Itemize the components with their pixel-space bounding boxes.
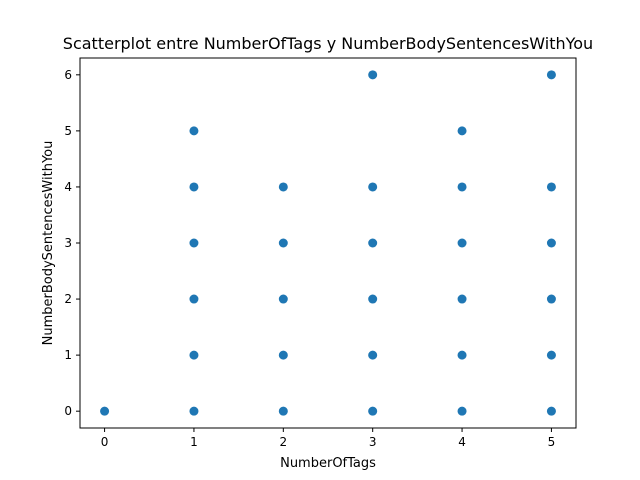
data-point bbox=[457, 126, 467, 136]
x-ticks: 0 1 2 3 4 5 bbox=[101, 428, 555, 449]
y-tick-label: 0 bbox=[64, 404, 72, 418]
y-tick-label: 4 bbox=[64, 180, 72, 194]
y-tick-label: 1 bbox=[64, 348, 72, 362]
data-point bbox=[457, 182, 467, 192]
data-point bbox=[457, 294, 467, 304]
data-point bbox=[189, 350, 199, 360]
chart-title: Scatterplot entre NumberOfTags y NumberB… bbox=[63, 34, 593, 53]
data-point bbox=[546, 350, 556, 360]
x-axis-label: NumberOfTags bbox=[280, 456, 376, 471]
data-point bbox=[278, 182, 288, 192]
data-point bbox=[546, 238, 556, 248]
x-tick-label: 0 bbox=[101, 435, 109, 449]
data-point bbox=[546, 182, 556, 192]
y-tick-label: 5 bbox=[64, 124, 72, 138]
data-point bbox=[368, 182, 378, 192]
data-point bbox=[457, 406, 467, 416]
data-point bbox=[189, 294, 199, 304]
y-tick-label: 2 bbox=[64, 292, 72, 306]
y-tick-label: 3 bbox=[64, 236, 72, 250]
data-point bbox=[368, 294, 378, 304]
plot-area-frame bbox=[79, 57, 577, 429]
data-point bbox=[189, 126, 199, 136]
data-point bbox=[189, 182, 199, 192]
data-point bbox=[278, 350, 288, 360]
points-layer bbox=[100, 70, 556, 416]
data-point bbox=[368, 70, 378, 80]
data-point bbox=[457, 238, 467, 248]
data-point bbox=[278, 238, 288, 248]
y-ticks: 0 1 2 3 4 5 6 bbox=[64, 68, 80, 418]
data-point bbox=[278, 294, 288, 304]
y-axis-label: NumberBodySentencesWithYou bbox=[41, 141, 56, 346]
x-tick-label: 2 bbox=[279, 435, 287, 449]
data-point bbox=[546, 294, 556, 304]
data-point bbox=[368, 406, 378, 416]
x-tick-label: 1 bbox=[190, 435, 198, 449]
data-point bbox=[546, 70, 556, 80]
data-point bbox=[278, 406, 288, 416]
data-point bbox=[368, 238, 378, 248]
data-point bbox=[189, 406, 199, 416]
data-point bbox=[189, 238, 199, 248]
data-point bbox=[100, 406, 110, 416]
data-point bbox=[368, 350, 378, 360]
data-point bbox=[457, 350, 467, 360]
x-tick-label: 4 bbox=[458, 435, 466, 449]
x-tick-label: 3 bbox=[369, 435, 377, 449]
data-point bbox=[546, 406, 556, 416]
y-tick-label: 6 bbox=[64, 68, 72, 82]
x-tick-label: 5 bbox=[548, 435, 556, 449]
